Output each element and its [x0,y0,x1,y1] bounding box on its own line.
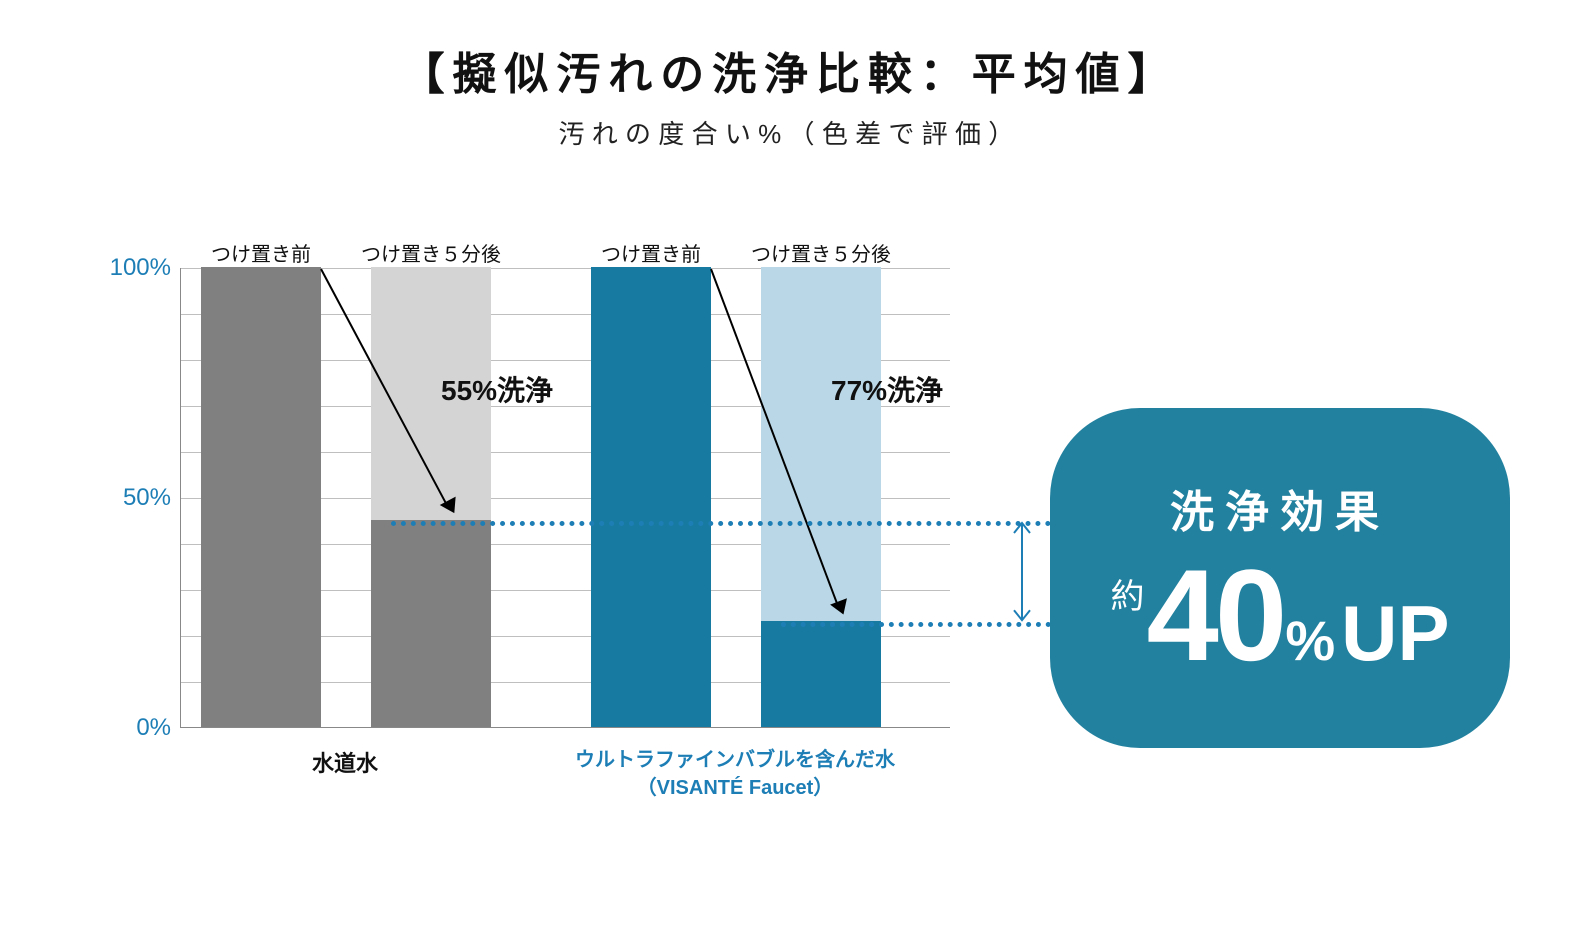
badge-value-row: 約 40 % UP [1111,550,1450,680]
bar-top-label: つけ置き前 [571,238,731,267]
bar-tap-after [371,520,491,727]
cleaning-label: 77%洗浄 [831,369,943,409]
bar-overlay [761,267,881,621]
dotted-reference-line [391,521,1051,526]
bar-tap-before [201,267,321,727]
plot-area: 0%50%100%つけ置き前つけ置き５分後つけ置き前つけ置き５分後55%洗浄77… [180,268,950,728]
y-tick-label: 50% [96,484,171,512]
group-label: 水道水 [145,746,545,778]
bar-top-label: つけ置き５分後 [741,238,901,267]
dotted-reference-line [781,622,1051,627]
effect-badge: 洗浄効果 約 40 % UP [1050,408,1510,748]
bar-ufb-before [591,267,711,727]
badge-up: UP [1341,594,1449,672]
y-tick-label: 100% [96,254,171,282]
group-label: ウルトラファインバブルを含んだ水（VISANTÉ Faucet） [535,746,935,802]
bar-top-label: つけ置き５分後 [351,238,511,267]
chart: 0%50%100%つけ置き前つけ置き５分後つけ置き前つけ置き５分後55%洗浄77… [80,248,950,768]
y-tick-label: 0% [96,714,171,742]
bar-ufb-after [761,621,881,727]
badge-title: 洗浄効果 [1170,476,1390,540]
badge-percent: % [1285,613,1335,669]
cleaning-label: 55%洗浄 [441,369,553,409]
bar-top-label: つけ置き前 [181,238,341,267]
badge-approx: 約 [1111,580,1145,614]
chart-subtitle: 汚れの度合い%（色差で評価） [0,114,1580,151]
badge-number: 40 [1147,550,1284,680]
diff-bracket-icon [1011,521,1033,622]
chart-title: 【擬似汚れの洗浄比較：平均値】 [0,38,1580,102]
